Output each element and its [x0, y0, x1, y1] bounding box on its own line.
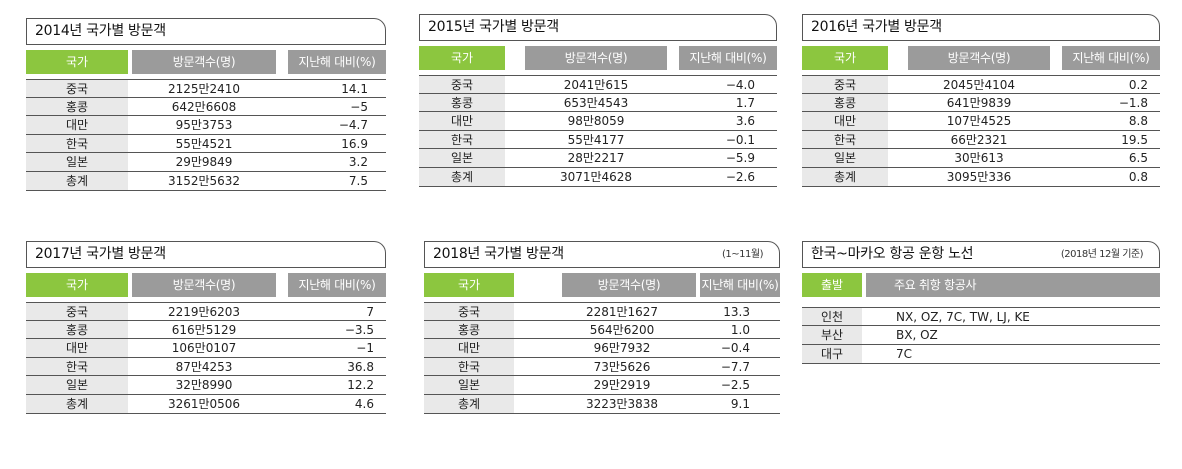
table-row: 일본 28만2217 −5.9 [419, 149, 777, 168]
header-change: 지난해 대비(%) [288, 273, 386, 297]
table-row: 일본 32만8990 12.2 [26, 376, 386, 395]
table-2018: 2018년 국가별 방문객 (1~11월) 국가 방문객수(명) 지난해 대비(%… [424, 241, 780, 414]
header-change: 지난해 대비(%) [288, 50, 386, 74]
table-2017: 2017년 국가별 방문객 국가 방문객수(명) 지난해 대비(%) 중국 221… [26, 241, 386, 414]
table-row: 대만 96만7932 −0.4 [424, 339, 780, 358]
header-country: 국가 [26, 273, 128, 297]
header-country: 국가 [424, 273, 514, 297]
table-row: 홍콩 616만5129 −3.5 [26, 320, 386, 340]
header-origin: 출발 [802, 273, 862, 297]
table-title: 2016년 국가별 방문객 [802, 14, 1160, 41]
table-row: 홍콩 642만6608 −5 [26, 97, 386, 117]
header-country: 국가 [802, 46, 888, 70]
header-change: 지난해 대비(%) [679, 46, 777, 70]
table-row: 인천 NX, OZ, 7C, TW, LJ, KE [802, 307, 1160, 326]
table-header: 국가 방문객수(명) 지난해 대비(%) [26, 50, 386, 74]
table-title: 2015년 국가별 방문객 [419, 14, 777, 41]
table-row-total: 총계 3223만3838 9.1 [424, 394, 780, 414]
header-change: 지난해 대비(%) [1062, 46, 1160, 70]
table-row: 대구 7C [802, 345, 1160, 364]
table-row: 일본 29만2919 −2.5 [424, 376, 780, 395]
table-row: 홍콩 564만6200 1.0 [424, 320, 780, 340]
header-visitors: 방문객수(명) [132, 273, 276, 297]
routes-table: 한국~마카오 항공 운항 노선 (2018년 12월 기준) 출발 주요 취항 항… [802, 241, 1160, 364]
table-header: 국가 방문객수(명) 지난해 대비(%) [802, 46, 1160, 70]
table-row: 대만 98만8059 3.6 [419, 112, 777, 131]
table-row-total: 총계 3095만336 0.8 [802, 167, 1160, 187]
header-country: 국가 [26, 50, 128, 74]
table-row: 중국 2125만2410 14.1 [26, 79, 386, 98]
table-row: 부산 BX, OZ [802, 326, 1160, 345]
table-row: 한국 66만2321 19.5 [802, 130, 1160, 150]
header-visitors: 방문객수(명) [562, 273, 696, 297]
table-row: 대만 95만3753 −4.7 [26, 116, 386, 135]
table-title: 한국~마카오 항공 운항 노선 (2018년 12월 기준) [802, 241, 1160, 268]
header-visitors: 방문객수(명) [525, 46, 667, 70]
table-row: 중국 2045만4104 0.2 [802, 75, 1160, 94]
table-row-total: 총계 3152만5632 7.5 [26, 171, 386, 191]
table-2015: 2015년 국가별 방문객 국가 방문객수(명) 지난해 대비(%) 중국 204… [419, 14, 777, 187]
table-row: 한국 73만5626 −7.7 [424, 357, 780, 377]
table-row: 중국 2041만615 −4.0 [419, 75, 777, 94]
table-row-total: 총계 3261만0506 4.6 [26, 394, 386, 414]
header-visitors: 방문객수(명) [132, 50, 276, 74]
header-visitors: 방문객수(명) [908, 46, 1050, 70]
period-note: (1~11월) [722, 249, 763, 260]
table-row: 한국 87만4253 36.8 [26, 357, 386, 377]
table-2016: 2016년 국가별 방문객 국가 방문객수(명) 지난해 대비(%) 중국 204… [802, 14, 1160, 187]
header-change: 지난해 대비(%) [700, 273, 780, 297]
date-note: (2018년 12월 기준) [1060, 249, 1144, 260]
table-row-total: 총계 3071만4628 −2.6 [419, 167, 777, 187]
table-header: 국가 방문객수(명) 지난해 대비(%) [424, 273, 780, 297]
table-header: 출발 주요 취항 항공사 [802, 273, 1160, 297]
table-2014: 2014년 국가별 방문객 국가 방문객수(명) 지난해 대비(%) 중국 212… [26, 18, 386, 191]
table-row: 중국 2281만1627 13.3 [424, 302, 780, 321]
header-airlines: 주요 취항 항공사 [866, 273, 1160, 297]
table-title: 2018년 국가별 방문객 (1~11월) [424, 241, 780, 268]
table-row: 대만 107만4525 8.8 [802, 112, 1160, 131]
table-row: 한국 55만4177 −0.1 [419, 130, 777, 150]
table-row: 중국 2219만6203 7 [26, 302, 386, 321]
table-header: 국가 방문객수(명) 지난해 대비(%) [419, 46, 777, 70]
table-title: 2017년 국가별 방문객 [26, 241, 386, 268]
table-row: 일본 29만9849 3.2 [26, 153, 386, 172]
table-header: 국가 방문객수(명) 지난해 대비(%) [26, 273, 386, 297]
table-row: 대만 106만0107 −1 [26, 339, 386, 358]
table-row: 홍콩 653만4543 1.7 [419, 93, 777, 113]
table-row: 홍콩 641만9839 −1.8 [802, 93, 1160, 113]
table-title: 2014년 국가별 방문객 [26, 18, 386, 45]
table-row: 한국 55만4521 16.9 [26, 134, 386, 154]
table-row: 일본 30만613 6.5 [802, 149, 1160, 168]
header-country: 국가 [419, 46, 505, 70]
